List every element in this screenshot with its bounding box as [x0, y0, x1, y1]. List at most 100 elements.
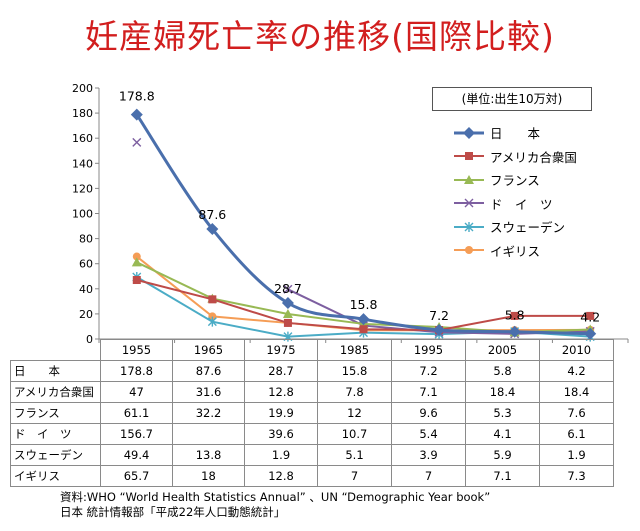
data-label: 87.6	[198, 207, 226, 222]
table-cell: 7.8	[317, 381, 392, 403]
y-tick-label: 40	[79, 283, 93, 296]
data-point	[584, 327, 597, 340]
table-cell	[172, 423, 245, 445]
legend-swatch	[454, 198, 484, 208]
legend-item-uk: イギリス	[452, 239, 637, 263]
table-cell: 13.8	[172, 444, 245, 466]
source-note: 資料:WHO “World Health Statistics Annual” …	[60, 490, 490, 520]
table-cell: 4.1	[465, 423, 540, 445]
y-tick-label: 100	[72, 208, 93, 221]
series-lines	[130, 108, 597, 342]
table-cell: 47	[100, 381, 173, 403]
y-tick-label: 60	[79, 258, 93, 271]
legend-swatch	[454, 126, 484, 139]
y-tick-label: 80	[79, 233, 93, 246]
row-label: アメリカ合衆国	[10, 381, 101, 403]
legend-swatch	[454, 174, 484, 184]
data-label: 178.8	[119, 89, 155, 104]
data-point	[283, 284, 293, 294]
row-label: 日 本	[10, 360, 101, 382]
table-row: 日 本 178.8 87.6 28.7 15.8 7.2 5.8 4.2	[10, 360, 614, 382]
legend-item-japan: 日 本	[452, 121, 637, 145]
legend-swatch	[454, 152, 484, 161]
table-cell: 7.1	[391, 381, 466, 403]
source-line-2: 日本 統計情報部「平成22年人口動態統計」	[60, 505, 286, 519]
data-point	[464, 174, 474, 184]
table-row: イギリス 65.7 18 12.8 7 7 7.1 7.3	[10, 465, 614, 487]
legend-item-germany: ド イ ツ	[452, 192, 637, 216]
data-point	[206, 223, 219, 236]
data-point	[208, 295, 217, 304]
table-cell: 3.9	[391, 444, 466, 466]
table-cell: 7.2	[391, 360, 466, 382]
table-cell: 19.9	[244, 402, 318, 424]
year-header: 1975	[244, 339, 318, 361]
year-header: 1995	[391, 339, 466, 361]
year-header: 2010	[539, 339, 614, 361]
legend-label: スウェーデン	[490, 220, 566, 236]
data-point	[208, 312, 217, 321]
data-point	[508, 325, 521, 338]
y-tick-label: 180	[72, 107, 93, 120]
table-cell: 4.2	[539, 360, 614, 382]
table-corner	[10, 339, 101, 361]
row-label: フランス	[10, 402, 101, 424]
data-point	[586, 311, 595, 320]
y-tick-label: 20	[79, 308, 93, 321]
table-row: ド イ ツ 156.7 39.6 10.7 5.4 4.1 6.1	[10, 423, 614, 445]
legend-item-france: フランス	[452, 168, 637, 192]
data-point	[510, 311, 519, 320]
table-row: フランス 61.1 32.2 19.9 12 9.6 5.3 7.6	[10, 402, 614, 424]
table-cell: 18.4	[539, 381, 614, 403]
legend-label: アメリカ合衆国	[490, 149, 577, 165]
table-cell: 9.6	[391, 402, 466, 424]
table-cell: 18	[172, 465, 245, 487]
table-cell: 12.8	[244, 465, 318, 487]
table-cell: 5.3	[465, 402, 540, 424]
data-labels: 178.8 87.6 28.7 15.8 7.2 5.8 4.2	[119, 89, 600, 325]
table-cell: 15.8	[317, 360, 392, 382]
table-cell: 5.4	[391, 423, 466, 445]
table-row: スウェーデン 49.4 13.8 1.9 5.1 3.9 5.9 1.9	[10, 444, 614, 466]
data-point	[465, 246, 473, 255]
table-cell: 39.6	[244, 423, 318, 445]
table-cell: 1.9	[244, 444, 318, 466]
data-label: 4.2	[580, 310, 600, 325]
data-point	[132, 137, 142, 147]
table-cell: 18.4	[465, 381, 540, 403]
year-header: 2005	[465, 339, 540, 361]
data-point	[433, 323, 446, 336]
table-cell: 49.4	[100, 444, 173, 466]
data-point	[283, 318, 292, 327]
legend-item-sweden: スウェーデン	[452, 215, 637, 239]
table-cell: 156.7	[100, 423, 173, 445]
table-cell: 6.1	[539, 423, 614, 445]
data-point	[132, 276, 141, 285]
table-row: アメリカ合衆国 47 31.6 12.8 7.8 7.1 18.4 18.4	[10, 381, 614, 403]
table-cell: 87.6	[172, 360, 245, 382]
table-cell: 61.1	[100, 402, 173, 424]
table-cell: 12	[317, 402, 392, 424]
chart-title: 妊産婦死亡率の推移(国際比較)	[85, 17, 555, 56]
y-tick-label: 140	[72, 157, 93, 170]
data-label: 7.2	[429, 308, 449, 323]
data-point	[463, 126, 475, 139]
table-cell: 5.1	[317, 444, 392, 466]
data-point	[130, 108, 143, 121]
series-japan	[130, 108, 597, 340]
data-label: 15.8	[350, 297, 378, 312]
source-line-1: 資料:WHO “World Health Statistics Annual” …	[60, 490, 491, 504]
data-point	[282, 309, 293, 319]
table-cell: 1.9	[539, 444, 614, 466]
y-tick-label: 160	[72, 132, 93, 145]
legend: 日 本アメリカ合衆国フランスド イ ツスウェーデンイギリス	[452, 121, 637, 262]
table-cell: 5.9	[465, 444, 540, 466]
table-cell: 7	[317, 465, 392, 487]
data-table: 1955 1965 1975 1985 1995 2005 2010 日 本 178.8 87.6…	[10, 339, 614, 487]
data-point	[281, 296, 294, 309]
table-cell: 178.8	[100, 360, 173, 382]
table-cell: 12.8	[244, 381, 318, 403]
data-point	[465, 152, 473, 161]
legend-item-usa: アメリカ合衆国	[452, 145, 637, 169]
